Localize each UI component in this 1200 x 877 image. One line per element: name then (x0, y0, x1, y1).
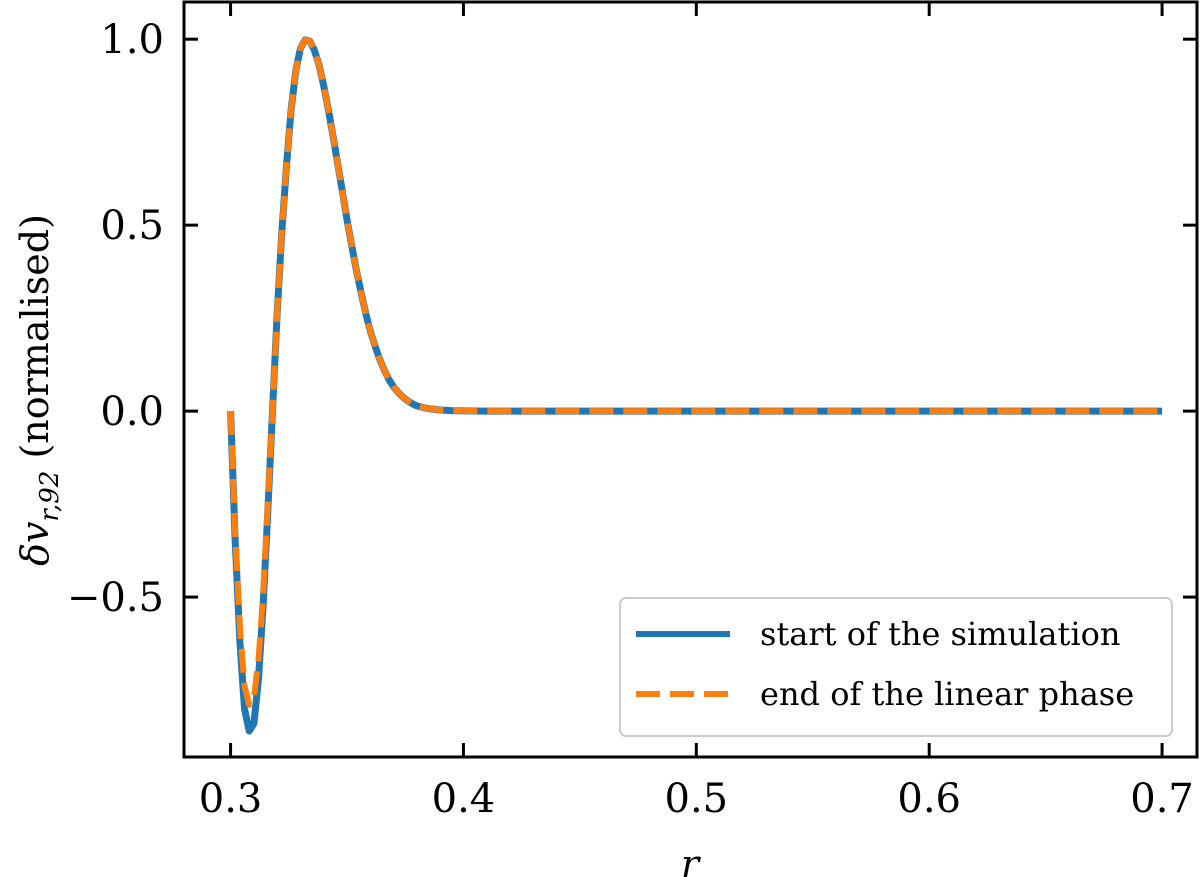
x-tick-label: 0.6 (897, 776, 961, 822)
x-tick-label: 0.7 (1130, 776, 1194, 822)
series-line-end (227, 36, 1163, 708)
ticks (184, 2, 1197, 757)
legend-box (619, 597, 1173, 737)
plot-frame (182, 0, 1199, 759)
x-tick-label: 0.5 (665, 776, 729, 822)
legend-label-start: start of the simulation (760, 615, 1120, 653)
legend-label-end: end of the linear phase (760, 675, 1134, 713)
x-tick-label: 0.4 (432, 776, 496, 822)
y-tick-label: 0.5 (100, 203, 164, 249)
x-tick-label: 0.3 (199, 776, 263, 822)
series-layer (227, 36, 1163, 735)
legend: start of the simulation end of the linea… (619, 597, 1173, 737)
y-axis-label: δvr,92 (normalised) (13, 214, 65, 566)
y-tick-label: 1.0 (100, 17, 164, 63)
tick-labels: 0.3 0.4 0.5 0.6 0.7 −0.5 0.0 0.5 1.0 (67, 17, 1194, 822)
y-tick-label: −0.5 (67, 575, 164, 621)
y-tick-label: 0.0 (100, 389, 164, 435)
x-axis-label: r (681, 842, 702, 877)
